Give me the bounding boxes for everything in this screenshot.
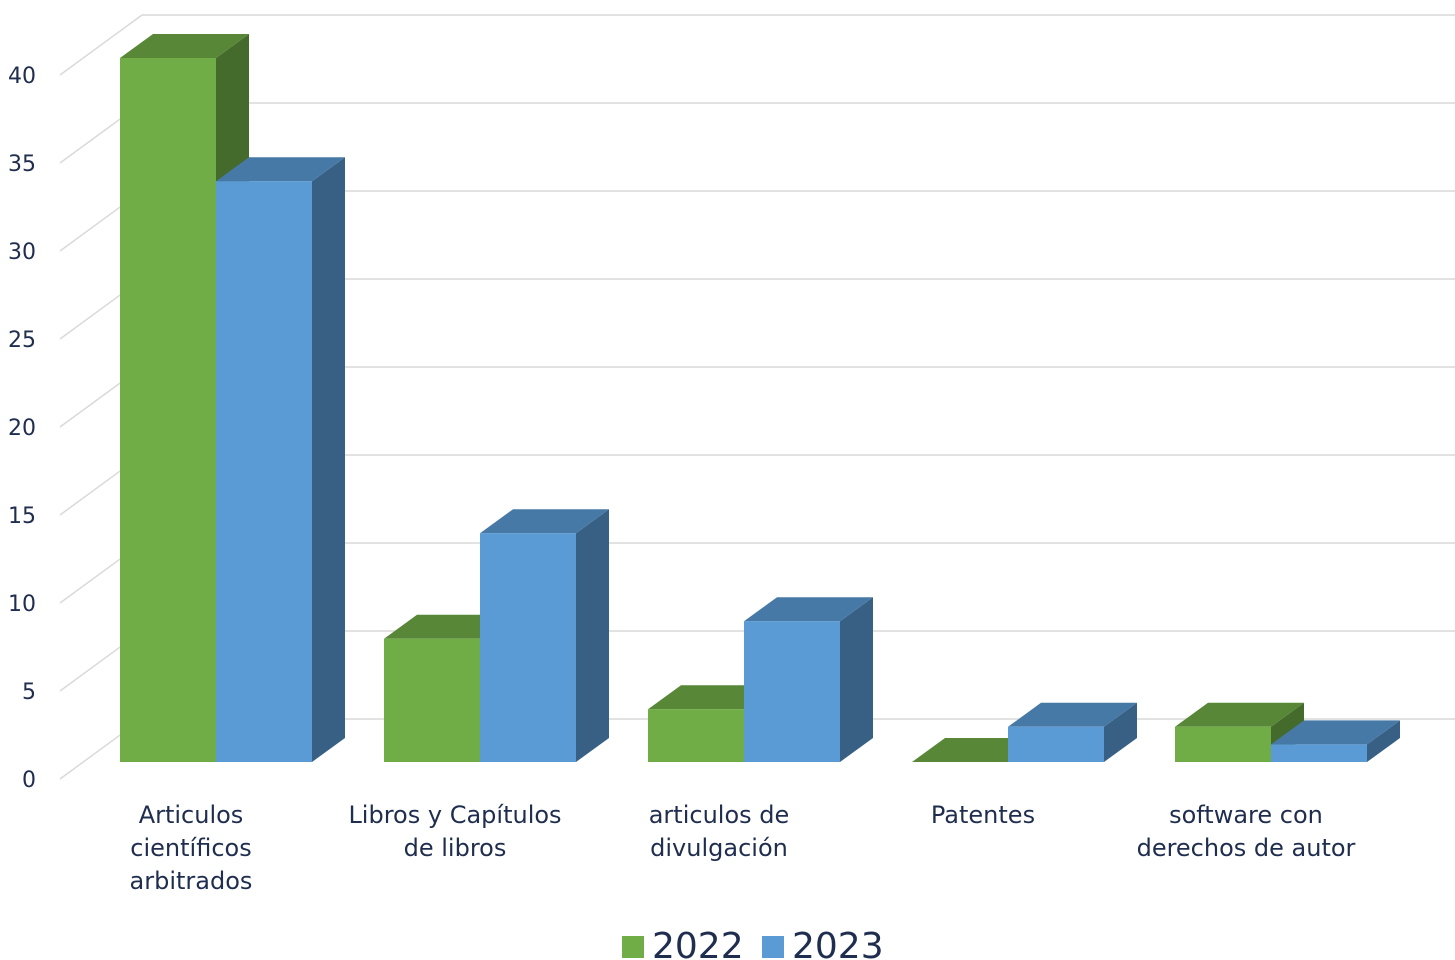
y-tick-label: 25 (8, 328, 36, 353)
legend-item-2022: 2022 (622, 926, 744, 960)
bars (120, 34, 1400, 762)
x-category-label: Libros y Capítulos de libros (348, 801, 561, 862)
legend-swatch (622, 936, 644, 958)
legend: 2022 2023 (622, 926, 884, 960)
y-tick-label: 20 (8, 416, 36, 441)
y-tick-label: 35 (8, 152, 36, 177)
legend-label: 2022 (652, 926, 744, 960)
legend-swatch (762, 936, 784, 958)
y-tick-label: 30 (8, 240, 36, 265)
gridlines (59, 14, 1455, 780)
y-tick-label: 40 (8, 64, 36, 89)
bar-2023-1 (480, 509, 609, 762)
x-axis: Articulos científicos arbitrados Libros y C… (130, 801, 1356, 895)
bar-2023-4 (1271, 720, 1400, 762)
x-category-label: articulos de divulgación (649, 801, 790, 862)
gridline-diagonal (59, 14, 143, 76)
bar-2023-0 (216, 157, 345, 762)
legend-label: 2023 (792, 926, 884, 960)
y-tick-label: 15 (8, 504, 36, 529)
x-category-label: Articulos científicos arbitrados (130, 801, 253, 895)
y-tick-label: 0 (22, 768, 36, 793)
bar-2023-2 (744, 597, 873, 762)
x-category-label: Patentes (931, 801, 1035, 829)
y-axis: 0 5 10 15 20 25 30 35 40 (8, 64, 36, 793)
x-category-label: software con derechos de autor (1137, 801, 1356, 862)
legend-item-2023: 2023 (762, 926, 884, 960)
y-tick-label: 10 (8, 592, 36, 617)
bar-2023-3 (1008, 702, 1137, 762)
y-tick-label: 5 (22, 680, 36, 705)
